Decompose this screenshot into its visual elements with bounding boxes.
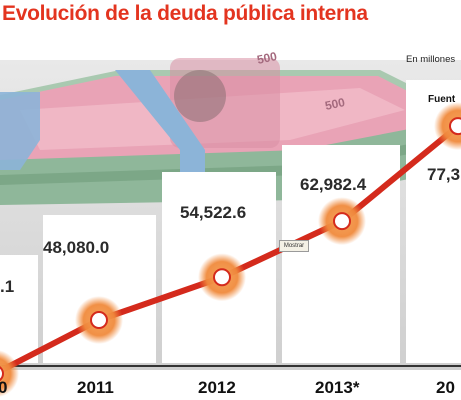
point-marker xyxy=(333,212,351,231)
data-point-2011 xyxy=(75,296,123,345)
data-point-2010 xyxy=(0,350,19,398)
value-label-2010: .1 xyxy=(0,277,14,296)
point-marker xyxy=(0,366,4,382)
value-label-2012: 54,522.6 xyxy=(180,203,246,222)
point-marker xyxy=(449,117,461,136)
source-note: Fuent xyxy=(428,94,456,105)
x-tick-2013: 2013* xyxy=(315,378,360,397)
mostrar-tooltip[interactable]: Mostrar xyxy=(279,240,309,252)
panel-2013 xyxy=(282,145,400,363)
panel-2010 xyxy=(0,255,38,363)
point-marker xyxy=(213,268,231,287)
value-labels: .1 48,080.0 54,522.6 62,982.4 77,3 xyxy=(0,165,460,296)
x-tick-2014: 20 xyxy=(436,378,455,397)
x-tick-labels: 0 2011 2012 2013* 20 xyxy=(0,378,455,397)
x-tick-2011: 2011 xyxy=(77,378,114,397)
point-glow xyxy=(0,350,19,398)
data-point-2014 xyxy=(434,102,461,151)
value-label-2013: 62,982.4 xyxy=(300,175,367,194)
value-label-2014: 77,3 xyxy=(427,165,460,184)
units-note: En millones xyxy=(406,54,456,65)
svg-text:500: 500 xyxy=(256,49,279,67)
point-glow xyxy=(434,102,461,151)
svg-text:500: 500 xyxy=(324,95,347,113)
column-panels xyxy=(0,80,461,363)
chart-title: Evolución de la deuda pública interna xyxy=(2,2,368,25)
x-tick-2012: 2012 xyxy=(198,378,236,397)
data-point-2013 xyxy=(318,197,366,246)
point-marker xyxy=(90,311,108,330)
value-label-2011: 48,080.0 xyxy=(43,238,109,257)
x-tick-2010: 0 xyxy=(0,378,7,397)
data-point-2012 xyxy=(198,253,246,302)
series-layer xyxy=(0,102,461,398)
